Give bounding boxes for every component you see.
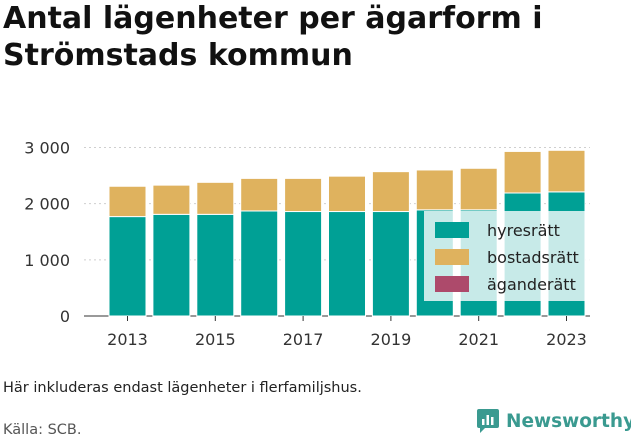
x-tick-label: 2019 bbox=[371, 330, 412, 349]
bar-hyresrätt bbox=[284, 211, 323, 317]
bar-group-2013 bbox=[108, 185, 147, 317]
bar-group-2018 bbox=[328, 175, 366, 317]
y-tick-label: 3 000 bbox=[24, 139, 70, 158]
bar-hyresrätt bbox=[240, 210, 279, 317]
newsworthy-logo-icon bbox=[477, 409, 499, 433]
x-tick-label: 2017 bbox=[283, 330, 324, 349]
bar-group-2015 bbox=[196, 181, 235, 317]
bar-hyresrätt bbox=[108, 216, 147, 317]
brand-name: Newsworthy bbox=[506, 410, 631, 432]
bar-bostadsrätt bbox=[108, 185, 147, 218]
bar-bostadsrätt bbox=[371, 171, 410, 213]
bar-bostadsrätt bbox=[547, 149, 586, 193]
bar-bostadsrätt bbox=[328, 175, 366, 213]
x-tick-label: 2015 bbox=[195, 330, 236, 349]
bar-hyresrätt bbox=[196, 213, 235, 317]
y-tick-label: 0 bbox=[60, 307, 70, 326]
legend-swatch bbox=[435, 276, 469, 292]
x-axis: 2013 2015 2017 2019 2021 2023 bbox=[107, 316, 587, 349]
bar-bostadsrätt bbox=[284, 177, 323, 213]
x-tick-label: 2023 bbox=[546, 330, 587, 349]
bar-bostadsrätt bbox=[415, 169, 454, 211]
stacked-bar-chart: 0 1 000 2 000 3 000 2013 2015 2017 2019 2021 202… bbox=[24, 139, 590, 349]
brand-logo: Newsworthy bbox=[476, 408, 631, 434]
bar-bostadsrätt bbox=[240, 177, 279, 212]
x-tick-label: 2021 bbox=[458, 330, 499, 349]
source-text: Källa: SCB. bbox=[3, 422, 82, 438]
legend: hyresrätt bostadsrätt äganderätt bbox=[424, 211, 590, 301]
y-tick-label: 2 000 bbox=[24, 195, 70, 214]
bar-bostadsrätt bbox=[459, 167, 498, 211]
bar-hyresrätt bbox=[152, 213, 191, 317]
bar-group-2017 bbox=[284, 177, 323, 317]
legend-label: äganderätt bbox=[487, 275, 576, 294]
bar-bostadsrätt bbox=[196, 181, 235, 215]
legend-label: bostadsrätt bbox=[487, 248, 579, 267]
bar-bostadsrätt bbox=[503, 150, 542, 194]
y-axis-ticks: 0 1 000 2 000 3 000 bbox=[24, 139, 70, 327]
bar-group-2014 bbox=[152, 184, 191, 317]
chart-note: Här inkluderas endast lägenheter i flerf… bbox=[3, 380, 362, 396]
legend-swatch bbox=[435, 222, 469, 238]
y-tick-label: 1 000 bbox=[24, 251, 70, 270]
x-tick-label: 2013 bbox=[107, 330, 148, 349]
bar-group-2016 bbox=[240, 177, 279, 317]
legend-swatch bbox=[435, 249, 469, 265]
bar-bostadsrätt bbox=[152, 184, 191, 215]
legend-label: hyresrätt bbox=[487, 221, 560, 240]
chart-title: Antal lägenheter per ägarform i Strömsta… bbox=[3, 1, 543, 73]
bar-hyresrätt bbox=[371, 211, 410, 317]
bar-group-2019 bbox=[371, 171, 410, 317]
bar-hyresrätt bbox=[328, 211, 366, 317]
